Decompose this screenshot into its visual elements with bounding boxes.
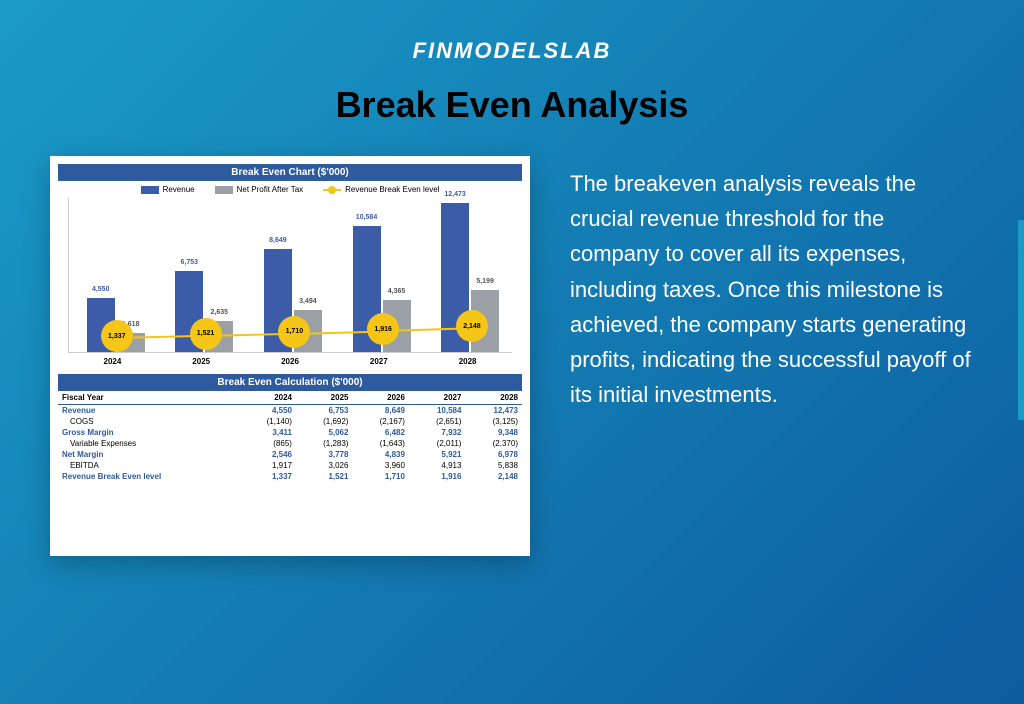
net-profit-bar-label: 2,635 xyxy=(205,309,233,316)
table-row: Revenue Break Even level1,3371,5211,7101… xyxy=(58,471,522,482)
row-label: Net Margin xyxy=(58,449,240,460)
x-tick: 2028 xyxy=(423,357,512,366)
net-profit-bar-label: 5,199 xyxy=(471,278,499,285)
net-profit-bar-label: 4,365 xyxy=(383,288,411,295)
x-tick: 2026 xyxy=(246,357,335,366)
row-value: (2,011) xyxy=(409,438,465,449)
row-label: Gross Margin xyxy=(58,427,240,438)
row-value: 1,521 xyxy=(296,471,352,482)
table-row: EBITDA1,9173,0263,9604,9135,838 xyxy=(58,460,522,471)
row-value: (2,167) xyxy=(352,416,408,427)
row-value: 3,411 xyxy=(240,427,296,438)
chart-title: Break Even Chart ($'000) xyxy=(58,164,522,181)
legend-net-profit-swatch xyxy=(215,186,233,194)
revenue-bar-label: 10,584 xyxy=(353,214,381,221)
row-value: 10,584 xyxy=(409,405,465,417)
revenue-bar-label: 6,753 xyxy=(175,259,203,266)
table-row: Variable Expenses(865)(1,283)(1,643)(2,0… xyxy=(58,438,522,449)
row-value: 5,838 xyxy=(465,460,522,471)
row-value: (1,283) xyxy=(296,438,352,449)
row-value: 5,062 xyxy=(296,427,352,438)
row-value: 7,932 xyxy=(409,427,465,438)
table-row: Net Margin2,5463,7784,8395,9216,978 xyxy=(58,449,522,460)
table-year-header: 2024 xyxy=(240,391,296,405)
legend-break-even: Revenue Break Even level xyxy=(323,185,439,194)
accent-bar xyxy=(1018,220,1024,420)
row-label: Revenue Break Even level xyxy=(58,471,240,482)
analysis-panel: Break Even Chart ($'000) Revenue Net Pro… xyxy=(50,156,530,556)
row-value: (1,643) xyxy=(352,438,408,449)
content-row: Break Even Chart ($'000) Revenue Net Pro… xyxy=(0,126,1024,556)
row-value: 1,917 xyxy=(240,460,296,471)
legend-revenue-label: Revenue xyxy=(163,185,195,194)
legend-revenue: Revenue xyxy=(141,185,195,194)
row-value: (3,125) xyxy=(465,416,522,427)
row-value: 3,960 xyxy=(352,460,408,471)
description-text: The breakeven analysis reveals the cruci… xyxy=(570,156,974,556)
row-value: 3,778 xyxy=(296,449,352,460)
row-value: (865) xyxy=(240,438,296,449)
row-value: 1,337 xyxy=(240,471,296,482)
row-value: (1,140) xyxy=(240,416,296,427)
row-value: (2,370) xyxy=(465,438,522,449)
legend-net-profit-label: Net Profit After Tax xyxy=(237,185,304,194)
break-even-marker: 2,148 xyxy=(456,310,488,342)
table-col-header: Fiscal Year xyxy=(58,391,240,405)
x-axis: 20242025202620272028 xyxy=(68,357,512,366)
row-label: Revenue xyxy=(58,405,240,417)
row-value: 8,649 xyxy=(352,405,408,417)
table-row: COGS(1,140)(1,692)(2,167)(2,651)(3,125) xyxy=(58,416,522,427)
row-value: 5,921 xyxy=(409,449,465,460)
table-year-header: 2026 xyxy=(352,391,408,405)
x-tick: 2027 xyxy=(334,357,423,366)
table-year-header: 2025 xyxy=(296,391,352,405)
row-value: 4,913 xyxy=(409,460,465,471)
table-year-header: 2027 xyxy=(409,391,465,405)
row-label: EBITDA xyxy=(58,460,240,471)
brand-logo: FINMODELSLAB xyxy=(0,0,1024,64)
row-value: 12,473 xyxy=(465,405,522,417)
legend-break-even-swatch xyxy=(323,189,341,191)
break-even-marker: 1,521 xyxy=(190,318,222,350)
page-title: Break Even Analysis xyxy=(0,84,1024,126)
row-value: 6,753 xyxy=(296,405,352,417)
row-value: 2,148 xyxy=(465,471,522,482)
chart-area: 4,5501,6186,7532,6358,6493,49410,5844,36… xyxy=(68,198,512,353)
legend-revenue-swatch xyxy=(141,186,159,194)
row-value: 2,546 xyxy=(240,449,296,460)
row-value: 9,348 xyxy=(465,427,522,438)
row-value: 6,978 xyxy=(465,449,522,460)
break-even-marker: 1,337 xyxy=(101,320,133,352)
row-value: (1,692) xyxy=(296,416,352,427)
row-value: 6,482 xyxy=(352,427,408,438)
row-value: (2,651) xyxy=(409,416,465,427)
revenue-bar-label: 4,550 xyxy=(87,286,115,293)
row-value: 4,839 xyxy=(352,449,408,460)
x-tick: 2024 xyxy=(68,357,157,366)
table-row: Gross Margin3,4115,0626,4827,9329,348 xyxy=(58,427,522,438)
net-profit-bar-label: 3,494 xyxy=(294,298,322,305)
table-row: Revenue4,5506,7538,64910,58412,473 xyxy=(58,405,522,417)
row-value: 4,550 xyxy=(240,405,296,417)
x-tick: 2025 xyxy=(157,357,246,366)
row-value: 1,916 xyxy=(409,471,465,482)
table-year-header: 2028 xyxy=(465,391,522,405)
legend-net-profit: Net Profit After Tax xyxy=(215,185,304,194)
row-label: Variable Expenses xyxy=(58,438,240,449)
break-even-marker: 1,710 xyxy=(278,316,310,348)
legend-break-even-label: Revenue Break Even level xyxy=(345,185,439,194)
row-value: 1,710 xyxy=(352,471,408,482)
break-even-marker: 1,916 xyxy=(367,313,399,345)
row-value: 3,026 xyxy=(296,460,352,471)
revenue-bar-label: 12,473 xyxy=(441,191,469,198)
break-even-table: Fiscal Year20242025202620272028 Revenue4… xyxy=(58,391,522,482)
revenue-bar-label: 8,649 xyxy=(264,237,292,244)
row-label: COGS xyxy=(58,416,240,427)
table-title: Break Even Calculation ($'000) xyxy=(58,374,522,391)
